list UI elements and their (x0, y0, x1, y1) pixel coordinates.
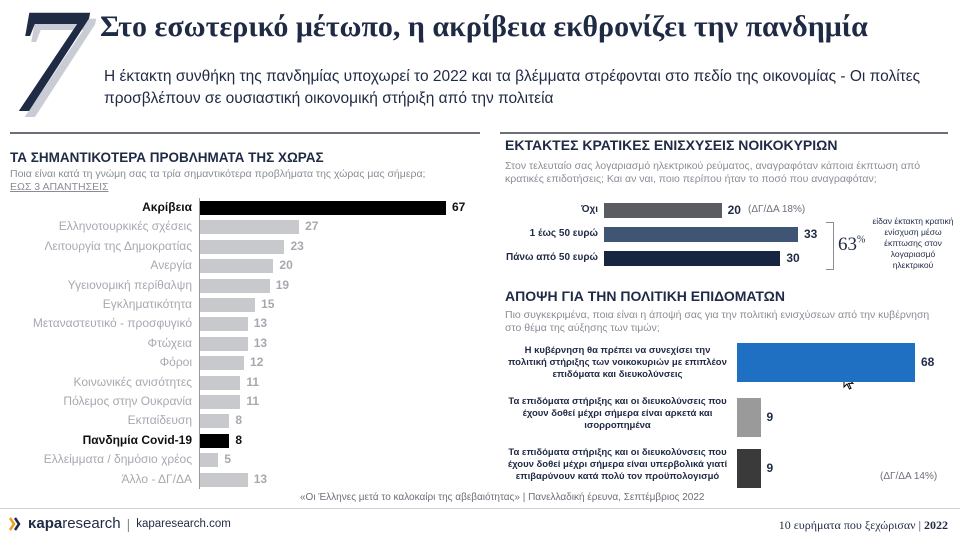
left-divider (10, 132, 480, 134)
problem-label: Άλλο - ΔΓ/ΔΑ (121, 471, 192, 486)
policy-bar (737, 398, 761, 437)
problem-label: Φόροι (159, 355, 192, 370)
policy-value: 9 (766, 461, 774, 475)
problem-value: 67 (452, 200, 466, 214)
subsidies-total: 63% (838, 234, 865, 256)
problem-bar (200, 356, 245, 371)
problem-bar (200, 259, 274, 274)
policy-bar (737, 343, 915, 382)
brand-website[interactable]: kaparesearch.com (136, 517, 231, 530)
problem-value: 8 (235, 413, 243, 428)
policy-value: 9 (766, 410, 774, 424)
problem-value: 20 (279, 258, 293, 273)
footer-divider (0, 508, 960, 509)
brand-name: κaparesearch (28, 515, 121, 532)
subsidies-total-value: 63 (838, 234, 857, 255)
subsidies-question: Στον τελευταίο σας λογαριασμό ηλεκτρικού… (505, 160, 921, 185)
right-divider (500, 132, 948, 134)
problems-note: ΕΩΣ 3 ΑΠΑΝΤΗΣΕΙΣ (10, 181, 109, 193)
problem-value: 8 (235, 432, 243, 447)
problem-label: Πόλεμος στην Ουκρανία (63, 394, 192, 408)
subsidies-brace (826, 222, 834, 270)
kapa-logo-icon (8, 516, 21, 531)
problem-value: 12 (250, 355, 264, 370)
page-subtitle: Η έκτακτη συνθήκη της πανδημίας υποχωρεί… (104, 68, 921, 107)
problem-value: 19 (275, 277, 290, 292)
brand-name-a: κapa (28, 515, 63, 532)
subsidy-value: 33 (804, 227, 818, 241)
problem-label: Κοινωνικές ανισότητες (73, 374, 193, 389)
subsidy-label: 1 έως 50 ευρώ (529, 228, 598, 239)
subsidy-value: 30 (786, 251, 800, 265)
problem-value: 27 (305, 219, 319, 234)
section-number-shadow: 7 (16, 0, 91, 150)
policy-label: Τα επιδόματα στήριξης και οι διευκολύνσε… (507, 447, 728, 482)
problem-bar (200, 239, 285, 254)
problem-label: Ακρίβεια (142, 200, 192, 214)
footer-brand: κaparesearch | kaparesearch.com (8, 515, 231, 532)
problem-label: Φτώχεια (147, 335, 192, 350)
footer-right: 10 ευρήματα που ξεχώρισαν | 2022 (778, 518, 948, 532)
problem-label: Πανδημία Covid-19 (82, 432, 192, 447)
problem-label: Μεταναστευτικό - προσφυγικό (32, 316, 192, 331)
footer-year: 2022 (924, 518, 948, 532)
subsidy-bar (604, 203, 722, 218)
problems-title: ΤΑ ΣΗΜΑΝΤΙΚΟΤΕΡΑ ΠΡΟΒΛΗΜΑΤΑ ΤΗΣ ΧΩΡΑΣ (10, 150, 324, 165)
problem-bar (200, 298, 256, 312)
problem-bar (200, 414, 230, 429)
policy-bar (737, 449, 761, 488)
subsidy-label: Πάνω από 50 ευρώ (506, 252, 598, 263)
problem-bar (200, 453, 219, 468)
problem-value: 11 (246, 394, 260, 408)
problem-value: 5 (224, 452, 232, 467)
subsidy-value: 20 (727, 203, 741, 217)
subsidies-dk-note: (ΔΓ/ΔΑ 18%) (748, 204, 806, 215)
problem-bar (200, 395, 241, 409)
problem-bar (200, 336, 248, 351)
problem-value: 11 (246, 374, 260, 389)
subsidy-bar (604, 227, 798, 242)
policy-label: Τα επιδόματα στήριξης και οι διευκολύνσε… (508, 396, 727, 431)
policy-value: 68 (921, 355, 935, 369)
problem-bar (200, 317, 248, 332)
footer-source: «Οι Έλληνες μετά το καλοκαίρι της αβεβαι… (300, 492, 705, 503)
problem-bar (200, 201, 446, 215)
subsidies-total-desc: είδαν έκτακτη κρατική ενίσχυση μέσω έκπτ… (872, 216, 954, 270)
problem-label: Ελληνοτουρκικές σχέσεις (58, 219, 192, 234)
problem-bar (200, 220, 300, 235)
subsidies-total-unit: % (857, 234, 866, 246)
policy-label: Η κυβέρνηση θα πρέπει να συνεχίσει την π… (508, 345, 727, 380)
subsidies-title: ΕΚΤΑΚΤΕΣ ΚΡΑΤΙΚΕΣ ΕΝΙΣΧΥΣΕΙΣ ΝΟΙΚΟΚΥΡΙΩΝ (505, 137, 838, 153)
policy-title: ΑΠΟΨΗ ΓΙΑ ΤΗΝ ΠΟΛΙΤΙΚΗ ΕΠΙΔΟΜΑΤΩΝ (505, 288, 785, 304)
problems-axis (199, 198, 200, 489)
problem-bar (200, 472, 248, 487)
problem-bar (200, 278, 270, 293)
problem-label: Υγειονομική περίθαλψη (67, 277, 192, 292)
subsidy-bar (604, 251, 781, 266)
policy-question: Πιο συγκεκριμένα, ποια είναι η άποψή σας… (505, 309, 930, 334)
problem-label: Λειτουργία της Δημοκρατίας (44, 238, 192, 253)
brand-name-b: research (62, 515, 121, 532)
problem-value: 13 (253, 471, 268, 486)
problem-label: Ελλείμματα / δημόσιο χρέος (43, 452, 192, 467)
brand-separator: | (126, 515, 131, 532)
policy-dk-note: (ΔΓ/ΔΑ 14%) (880, 471, 938, 482)
problem-label: Εγκληματικότητα (102, 297, 192, 311)
problem-bar (200, 433, 230, 448)
problem-label: Εκπαίδευση (127, 413, 192, 428)
problem-value: 15 (261, 297, 275, 311)
page-title: Στο εσωτερικό μέτωπο, η ακρίβεια εκθρονί… (100, 10, 868, 43)
subsidy-label: Όχι (581, 204, 598, 215)
problem-value: 23 (290, 238, 304, 253)
problem-value: 13 (253, 335, 268, 350)
problem-bar (200, 375, 241, 390)
section-number: 7 (10, 0, 85, 144)
footer-right-text: 10 ευρήματα που ξεχώρισαν (778, 518, 916, 532)
problem-label: Ανεργία (150, 258, 192, 273)
problems-question: Ποια είναι κατά τη γνώμη σας τα τρία σημ… (10, 168, 426, 180)
problem-value: 13 (253, 316, 268, 331)
